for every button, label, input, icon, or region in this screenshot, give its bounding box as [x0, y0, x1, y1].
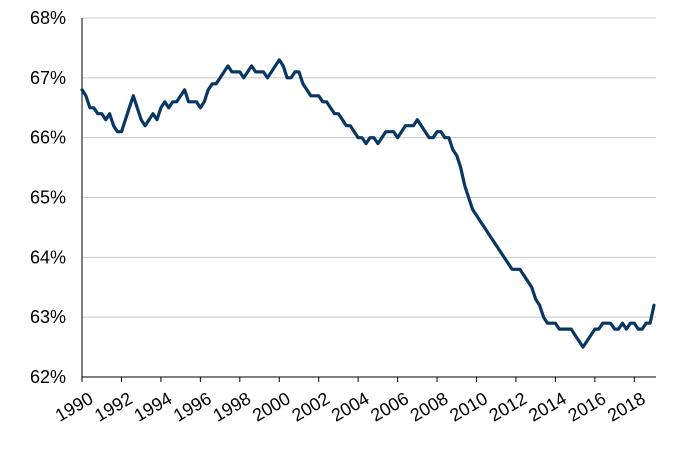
- x-tick-label: 2014: [525, 388, 570, 425]
- y-tick-label: 67%: [30, 68, 66, 88]
- x-tick-label: 2016: [565, 388, 610, 425]
- x-tick-label: 2002: [288, 388, 333, 425]
- y-tick-label: 68%: [30, 8, 66, 28]
- x-tick-labels: 1990199219941996199820002002200420062008…: [52, 388, 649, 425]
- y-tick-label: 62%: [30, 367, 66, 387]
- x-tick-label: 2000: [249, 388, 294, 425]
- y-tick-label: 63%: [30, 307, 66, 327]
- x-tick-label: 1992: [91, 388, 136, 425]
- x-tick-label: 2004: [328, 388, 373, 425]
- x-tick-label: 2012: [486, 388, 531, 425]
- x-tick-label: 2006: [367, 388, 412, 425]
- y-tick-label: 64%: [30, 247, 66, 267]
- series-layer: [80, 58, 656, 349]
- x-tick-label: 2008: [407, 388, 452, 425]
- y-tick-labels: 62% 63% 64% 65% 66% 67% 68%: [30, 8, 66, 387]
- axes: [81, 18, 656, 382]
- x-tick-label: 1998: [210, 388, 255, 425]
- y-tick-label: 65%: [30, 188, 66, 208]
- x-tick-label: 2010: [446, 388, 491, 425]
- y-tick-label: 66%: [30, 128, 66, 148]
- series-line: [80, 58, 656, 349]
- x-tick-label: 1996: [170, 388, 215, 425]
- gridlines: [82, 17, 656, 318]
- x-tick-label: 1994: [131, 388, 176, 425]
- x-tick-label: 1990: [52, 388, 97, 425]
- x-tick-label: 2018: [604, 388, 649, 425]
